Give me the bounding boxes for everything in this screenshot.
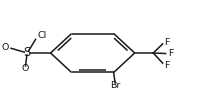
Text: O: O bbox=[2, 43, 9, 52]
Text: F: F bbox=[168, 49, 173, 58]
Text: F: F bbox=[165, 61, 170, 70]
Text: Br: Br bbox=[111, 81, 121, 90]
Text: Cl: Cl bbox=[38, 31, 47, 40]
Text: S: S bbox=[23, 47, 31, 59]
Text: O: O bbox=[22, 64, 29, 73]
Text: F: F bbox=[165, 38, 170, 47]
